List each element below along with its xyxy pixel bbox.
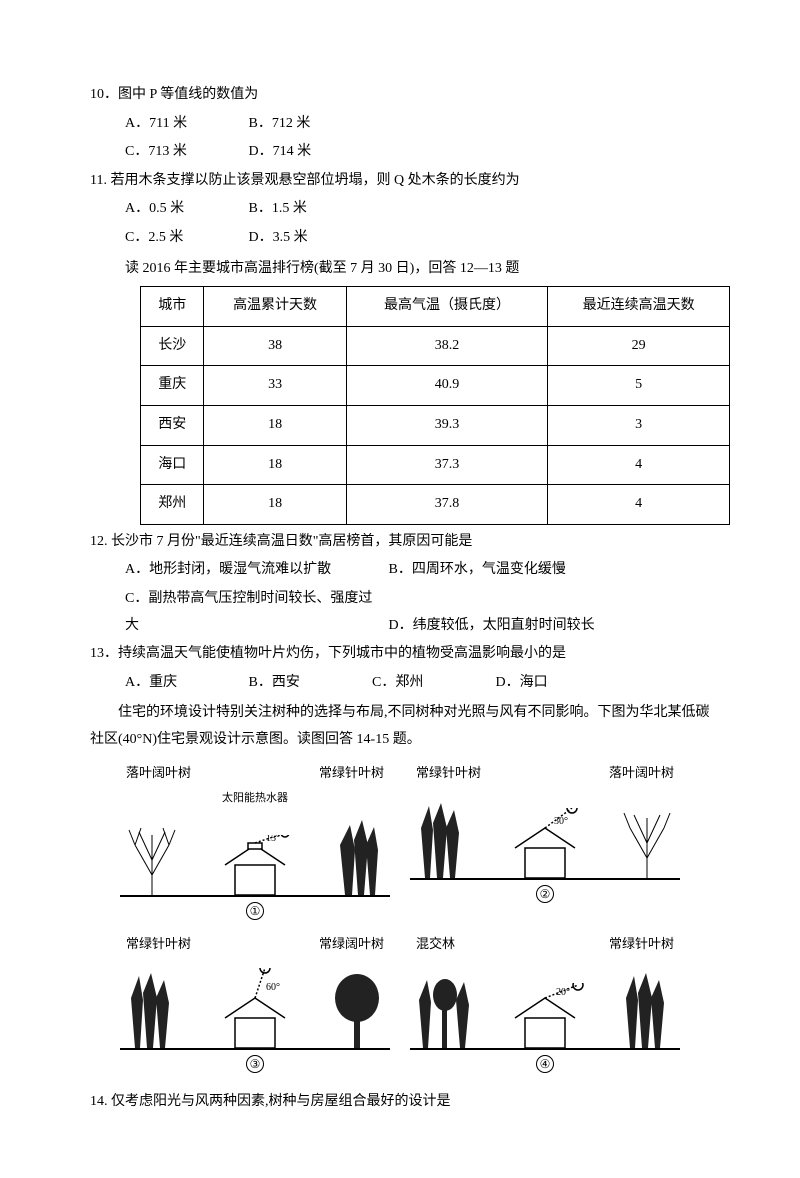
cell: 40.9: [346, 366, 548, 406]
table-row: 长沙 38 38.2 29: [141, 326, 730, 366]
table-row: 重庆 33 40.9 5: [141, 366, 730, 406]
cell: 18: [204, 445, 346, 485]
p3-right-label: 常绿阔叶树: [319, 932, 384, 957]
p4-right-label: 常绿针叶树: [609, 932, 674, 957]
q13-opt-c: C．郑州: [372, 670, 492, 697]
q10-opt-b: B．712 米: [249, 111, 369, 138]
q11-options-row1: A．0.5 米 B．1.5 米: [90, 196, 710, 223]
p2-number: ②: [536, 885, 554, 903]
q13-opt-d: D．海口: [496, 670, 616, 697]
conifer-tree-icon: [415, 798, 470, 878]
p4-angle: 20°: [556, 987, 570, 998]
q14-stem: 14. 仅考虑阳光与风两种因素,树种与房屋组合最好的设计是: [90, 1089, 710, 1116]
p3-number: ③: [246, 1055, 264, 1073]
q10-options-row2: C．713 米 D．714 米: [90, 139, 710, 166]
cell: 3: [548, 405, 730, 445]
cell: 39.3: [346, 405, 548, 445]
q11-opt-c: C．2.5 米: [125, 225, 245, 252]
p1-right-label: 常绿针叶树: [319, 761, 384, 786]
q10-opt-c: C．713 米: [125, 139, 245, 166]
q13-stem: 13．持续高温天气能使植物叶片灼伤，下列城市中的植物受高温影响最小的是: [90, 641, 710, 668]
q12-opt-a: A．地形封闭，暖湿气流难以扩散: [125, 557, 385, 584]
house-icon: 15°: [210, 835, 300, 895]
th-consec: 最近连续高温天数: [548, 287, 730, 327]
q11-opt-d: D．3.5 米: [249, 225, 369, 252]
q10-stem: 10．图中 P 等值线的数值为: [90, 82, 710, 109]
conifer-tree-icon: [125, 968, 180, 1048]
p3-angle: 60°: [266, 982, 280, 993]
p4-left-label: 混交林: [416, 932, 455, 957]
q12-stem: 12. 长沙市 7 月份"最近连续高温日数"高居榜首，其原因可能是: [90, 529, 710, 556]
th-city: 城市: [141, 287, 204, 327]
broadleaf-evergreen-icon: [330, 970, 385, 1048]
p1-left-label: 落叶阔叶树: [126, 761, 191, 786]
table-row: 海口 18 37.3 4: [141, 445, 730, 485]
deciduous-tree-icon: [620, 803, 675, 878]
cell: 38.2: [346, 326, 548, 366]
q11-opt-b: B．1.5 米: [249, 196, 369, 223]
p2-angle: 30°: [554, 816, 568, 827]
cell: 长沙: [141, 326, 204, 366]
q10-options-row1: A．711 米 B．712 米: [90, 111, 710, 138]
cell: 海口: [141, 445, 204, 485]
table-header-row: 城市 高温累计天数 最高气温（摄氏度） 最近连续高温天数: [141, 287, 730, 327]
figure-panel-4: 混交林 常绿针叶树 20°: [410, 932, 680, 1077]
q11-options-row2: C．2.5 米 D．3.5 米: [90, 225, 710, 252]
figure-panel-3: 常绿针叶树 常绿阔叶树 60°: [120, 932, 390, 1077]
conifer-tree-icon: [330, 815, 385, 895]
house-icon: 20°: [500, 983, 590, 1048]
figure-panel-1: 落叶阔叶树 常绿针叶树 太阳能热水器: [120, 761, 390, 923]
cell: 33: [204, 366, 346, 406]
intro-12-13: 读 2016 年主要城市高温排行榜(截至 7 月 30 日)，回答 12—13 …: [90, 256, 710, 283]
cell: 4: [548, 445, 730, 485]
q12-opt-b: B．四周环水，气温变化缓慢: [389, 557, 566, 584]
p1-number: ①: [246, 902, 264, 920]
cell: 29: [548, 326, 730, 366]
cell: 5: [548, 366, 730, 406]
q13-opt-a: A．重庆: [125, 670, 245, 697]
q13-opt-b: B．西安: [249, 670, 369, 697]
p4-number: ④: [536, 1055, 554, 1073]
cell: 郑州: [141, 485, 204, 525]
th-days: 高温累计天数: [204, 287, 346, 327]
intro-14-15: 住宅的环境设计特别关注树种的选择与布局,不同树种对光照与风有不同影响。下图为华北…: [90, 700, 710, 753]
cell: 西安: [141, 405, 204, 445]
cell: 38: [204, 326, 346, 366]
cell: 37.8: [346, 485, 548, 525]
cell: 18: [204, 405, 346, 445]
q12-opt-c: C．副热带高气压控制时间较长、强度过大: [125, 586, 385, 639]
figure-row-2: 常绿针叶树 常绿阔叶树 60°: [90, 932, 710, 1077]
cell: 4: [548, 485, 730, 525]
q12-options-row2: C．副热带高气压控制时间较长、强度过大 D．纬度较低，太阳直射时间较长: [90, 586, 710, 639]
cell: 18: [204, 485, 346, 525]
p3-left-label: 常绿针叶树: [126, 932, 191, 957]
q11-stem: 11. 若用木条支撑以防止该景观悬空部位坍塌，则 Q 处木条的长度约为: [90, 168, 710, 195]
figure-row-1: 落叶阔叶树 常绿针叶树 太阳能热水器: [90, 761, 710, 923]
house-icon: 30°: [500, 808, 590, 878]
p2-right-label: 落叶阔叶树: [609, 761, 674, 786]
conifer-tree-icon: [620, 968, 675, 1048]
high-temp-table: 城市 高温累计天数 最高气温（摄氏度） 最近连续高温天数 长沙 38 38.2 …: [140, 286, 730, 525]
q12-opt-d: D．纬度较低，太阳直射时间较长: [389, 613, 595, 640]
q12-options-row1: A．地形封闭，暖湿气流难以扩散 B．四周环水，气温变化缓慢: [90, 557, 710, 584]
figure-panel-2: 常绿针叶树 落叶阔叶树 30°: [410, 761, 680, 923]
deciduous-tree-icon: [125, 820, 180, 895]
mixed-forest-icon: [415, 970, 475, 1048]
house-icon: 60°: [210, 968, 300, 1048]
cell: 37.3: [346, 445, 548, 485]
q13-options: A．重庆 B．西安 C．郑州 D．海口: [90, 670, 710, 697]
q10-opt-d: D．714 米: [249, 139, 369, 166]
cell: 重庆: [141, 366, 204, 406]
q10-opt-a: A．711 米: [125, 111, 245, 138]
table-row: 郑州 18 37.8 4: [141, 485, 730, 525]
q11-opt-a: A．0.5 米: [125, 196, 245, 223]
table-row: 西安 18 39.3 3: [141, 405, 730, 445]
p2-left-label: 常绿针叶树: [416, 761, 481, 786]
p1-angle: 15°: [266, 835, 280, 844]
th-maxtemp: 最高气温（摄氏度）: [346, 287, 548, 327]
